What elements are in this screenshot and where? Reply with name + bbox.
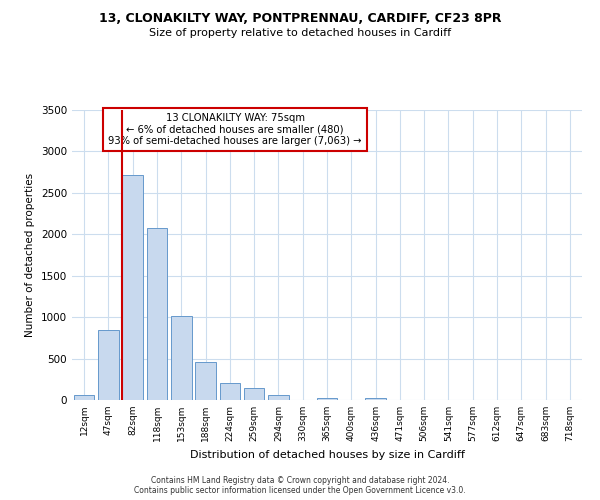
Bar — [268, 396, 289, 400]
Bar — [317, 398, 337, 400]
Text: 13 CLONAKILTY WAY: 75sqm
← 6% of detached houses are smaller (480)
93% of semi-d: 13 CLONAKILTY WAY: 75sqm ← 6% of detache… — [109, 113, 362, 146]
Text: Contains public sector information licensed under the Open Government Licence v3: Contains public sector information licen… — [134, 486, 466, 495]
Bar — [98, 330, 119, 400]
Bar — [244, 388, 265, 400]
Bar — [195, 362, 216, 400]
Bar — [365, 398, 386, 400]
Bar — [171, 316, 191, 400]
Y-axis label: Number of detached properties: Number of detached properties — [25, 173, 35, 337]
X-axis label: Distribution of detached houses by size in Cardiff: Distribution of detached houses by size … — [190, 450, 464, 460]
Bar — [122, 174, 143, 400]
Bar — [220, 383, 240, 400]
Bar — [74, 396, 94, 400]
Text: Contains HM Land Registry data © Crown copyright and database right 2024.: Contains HM Land Registry data © Crown c… — [151, 476, 449, 485]
Text: Size of property relative to detached houses in Cardiff: Size of property relative to detached ho… — [149, 28, 451, 38]
Bar — [146, 228, 167, 400]
Text: 13, CLONAKILTY WAY, PONTPRENNAU, CARDIFF, CF23 8PR: 13, CLONAKILTY WAY, PONTPRENNAU, CARDIFF… — [99, 12, 501, 26]
